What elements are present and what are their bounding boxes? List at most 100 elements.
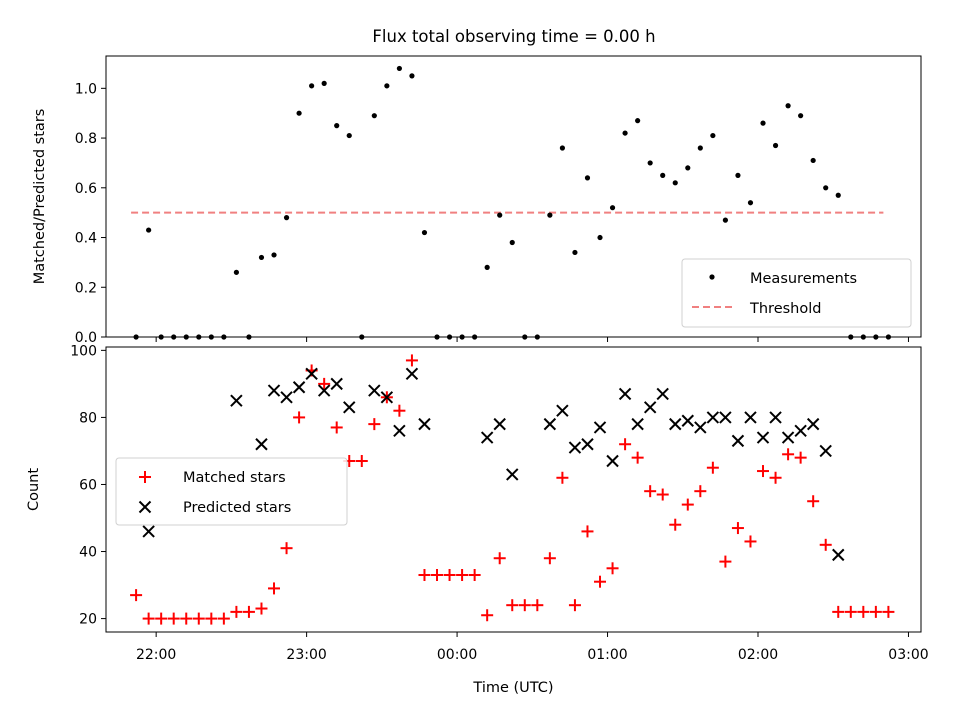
predicted-star-point-b — [142, 525, 155, 538]
predicted-star-point-b — [330, 377, 343, 391]
predicted-star-point-b — [681, 414, 694, 427]
predicted-star-point — [506, 468, 519, 481]
matched-star-point — [506, 599, 519, 612]
y-tick-label: 1.0 — [75, 81, 97, 97]
matched-star-point — [882, 605, 895, 618]
predicted-star-point — [380, 391, 394, 404]
measurement-point — [396, 65, 402, 72]
predicted-star-point — [694, 421, 707, 434]
matched-star-point — [230, 605, 243, 618]
predicted-star-point — [292, 381, 306, 394]
top-legend: Measurements Threshold — [681, 258, 912, 328]
matched-star-point — [556, 471, 569, 484]
predicted-star-point — [330, 377, 343, 391]
predicted-star-point — [731, 434, 745, 448]
predicted-star-point — [719, 411, 732, 424]
y-tick-label: 100 — [70, 343, 97, 359]
matched-star-point — [543, 552, 556, 565]
top-panel: 0.0 0.2 0.4 0.6 0.8 1.0 Matched/Predicted star… — [32, 55, 922, 346]
predicted-star-point — [568, 441, 582, 454]
legend-matched-marker — [139, 471, 151, 483]
predicted-star-point-b — [292, 381, 306, 394]
measurement-point — [584, 175, 591, 181]
legend-predicted-label: Predicted stars — [183, 500, 291, 516]
measurement-point — [484, 264, 490, 270]
predicted-star-point-b — [480, 431, 494, 444]
measurement-point — [609, 205, 616, 211]
predicted-star-point — [806, 417, 820, 431]
predicted-star-point — [368, 384, 381, 397]
predicted-star-point-b — [593, 421, 607, 434]
measurement-point — [572, 249, 578, 256]
measurement-point — [735, 172, 741, 178]
bottom-axes-frame — [105, 346, 922, 633]
matched-star-point — [192, 612, 205, 625]
matched-star-point — [869, 605, 882, 618]
top-axes-frame — [105, 55, 922, 338]
predicted-star-point-b — [380, 391, 394, 404]
top-y-axis-label: Matched/Predicted stars — [32, 109, 48, 285]
matched-star-point — [694, 485, 707, 498]
matched-star-point — [782, 448, 795, 461]
matched-star-point — [431, 569, 444, 581]
matched-star-point — [581, 525, 594, 538]
predicted-star-point-b — [267, 384, 281, 397]
predicted-star-point — [493, 417, 506, 431]
matched-star-point — [180, 612, 193, 625]
matched-star-point — [731, 522, 744, 535]
matched-star-point — [443, 569, 456, 581]
measurement-point — [597, 234, 603, 241]
measurement-point — [559, 145, 566, 151]
measurement-point — [384, 83, 390, 89]
predicted-star-point — [819, 444, 832, 458]
legend-box — [681, 258, 912, 328]
legend-box — [115, 457, 348, 526]
y-tick-label: 0.8 — [75, 131, 97, 147]
predicted-star-point-b — [230, 394, 243, 407]
measurement-point — [271, 252, 277, 258]
matched-star-point — [405, 354, 418, 367]
legend-matched-label: Matched stars — [183, 470, 286, 486]
matched-star-point — [807, 495, 820, 508]
matched-star-point — [644, 485, 657, 498]
measurement-point — [421, 229, 428, 236]
predicted-star-point — [832, 548, 845, 562]
y-tick-label: 0.6 — [75, 181, 97, 197]
measurement-point — [283, 215, 290, 221]
measurement-point — [409, 73, 415, 79]
predicted-star-point — [706, 411, 720, 424]
predicted-star-point — [418, 417, 431, 431]
predicted-star-point — [631, 417, 644, 431]
measurement-point — [798, 113, 804, 119]
predicted-star-point-b — [418, 417, 431, 431]
bottom-legend: Matched stars Predicted stars — [115, 457, 348, 526]
matched-star-point — [255, 602, 268, 615]
measurement-point — [772, 142, 779, 149]
predicted-star-point-b — [819, 444, 832, 458]
legend-measurements-label: Measurements — [750, 271, 857, 287]
measurement-point — [334, 123, 340, 129]
predicted-star-point-b — [543, 417, 557, 431]
predicted-star-point — [794, 424, 807, 438]
matched-star-point — [706, 461, 719, 474]
predicted-star-point — [343, 401, 356, 414]
x-tick-label: 01:00 — [587, 647, 627, 663]
measurement-point — [321, 80, 327, 86]
y-tick-label: 0.2 — [75, 280, 97, 296]
predicted-star-point-b — [343, 401, 356, 414]
matched-star-point — [744, 535, 757, 548]
predicted-star-point — [606, 454, 619, 468]
predicted-star-point-b — [694, 421, 707, 434]
matched-star-point — [330, 421, 343, 434]
matched-star-point — [631, 451, 644, 464]
matched-star-point — [217, 612, 230, 625]
matched-star-point — [844, 605, 857, 618]
predicted-star-point-b — [368, 384, 381, 397]
matched-star-point — [719, 555, 732, 568]
bottom-panel: 20 40 60 80 100 22:00 23:00 00:00 01:00 02:00 03:0… — [26, 343, 929, 696]
measurement-point — [258, 254, 265, 261]
matched-star-point — [568, 599, 581, 612]
matched-star-point — [418, 569, 431, 581]
predicted-star-point-b — [393, 424, 406, 438]
predicted-star-point-b — [731, 434, 745, 448]
